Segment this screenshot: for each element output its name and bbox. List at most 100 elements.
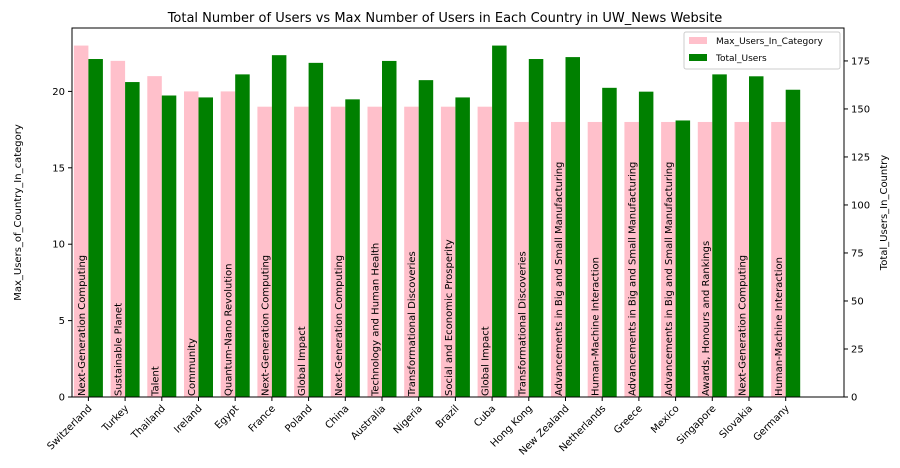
bar-total-users — [455, 97, 470, 398]
bar-max-users — [477, 106, 493, 397]
bar-category-label: Human-Machine Interaction — [591, 257, 602, 396]
y-tick-label-right: 100 — [851, 200, 870, 211]
bar-total-users — [785, 89, 801, 397]
y-tick-label-left: 5 — [59, 316, 65, 327]
bar-category-label: Human-Machine Interaction — [774, 257, 785, 396]
y-axis-label-left: Max_Users_of_Country_In_category — [13, 124, 24, 301]
bar-total-users — [749, 76, 764, 397]
bar-total-users — [308, 62, 324, 398]
bar-category-label: Social and Economic Prosperity — [444, 239, 455, 396]
x-tick-label: Brazil — [434, 403, 462, 431]
x-tick-label: Turkey — [100, 403, 132, 435]
x-tick-label: Slovakia — [718, 403, 755, 440]
bar-category-labels: Next-Generation Computing Sustainable Pla… — [77, 162, 785, 397]
x-tick-label: Thailand — [129, 403, 168, 442]
bar-category-label: Talent — [150, 366, 161, 397]
bar-category-label: Quantum-Nano Revolution — [224, 264, 235, 397]
bar-max-users — [551, 121, 566, 398]
x-tick-label: Mexico — [649, 403, 681, 435]
right-axis: 0 25 50 75 100 125 150 175 — [844, 56, 870, 404]
bar-max-users — [220, 91, 236, 397]
x-tick-label: Egypt — [213, 403, 241, 431]
bar-max-users — [771, 121, 786, 398]
bar-category-label: Advancements in Big and Small Manufactur… — [664, 162, 675, 396]
legend-swatch-total-users — [689, 54, 707, 61]
bar-category-label: Transformational Discoveries — [407, 251, 418, 397]
legend: Max_Users_In_Category Total_Users — [683, 31, 841, 70]
bar-max-users — [440, 106, 456, 397]
bar-max-users — [514, 121, 529, 398]
bar-max-users — [367, 106, 382, 397]
left-axis: 0 5 10 15 20 — [52, 87, 72, 404]
bar-category-label: Sustainable Planet — [114, 303, 125, 396]
y-tick-label-right: 75 — [851, 248, 864, 259]
bar-max-users — [661, 121, 676, 398]
y-tick-label-right: 25 — [851, 344, 864, 355]
bar-category-label: Next-Generation Computing — [77, 255, 88, 396]
x-tick-label: Cuba — [472, 403, 498, 429]
x-tick-label: Greece — [612, 403, 645, 436]
bar-total-users — [712, 74, 727, 398]
x-tick-label: Nigeria — [392, 403, 425, 436]
y-tick-label-right: 50 — [851, 296, 864, 307]
bar-total-users — [418, 80, 434, 397]
bar-category-label: Global Impact — [481, 326, 492, 396]
bar-max-users — [587, 121, 603, 398]
bar-max-users — [257, 106, 272, 397]
bar-max-users — [110, 60, 126, 398]
bar-category-label: Next-Generation Computing — [260, 255, 271, 396]
bar-category-label: Global Impact — [297, 326, 308, 396]
x-tick-label: Singapore — [675, 403, 718, 446]
plot-bars — [73, 45, 801, 398]
y-tick-label-left: 10 — [52, 240, 65, 251]
bar-max-users — [404, 106, 419, 397]
bar-category-label: Community — [187, 338, 198, 396]
bar-max-users — [73, 45, 89, 397]
legend-swatch-max-users — [689, 37, 707, 44]
legend-label-max-users: Max_Users_In_Category — [716, 37, 823, 47]
bar-max-users — [624, 121, 639, 398]
bar-category-label: Next-Generation Computing — [738, 255, 749, 396]
bar-category-label: Transformational Discoveries — [517, 251, 528, 397]
bar-max-users — [697, 121, 713, 398]
chart-title: Total Number of Users vs Max Number of U… — [167, 11, 723, 26]
y-tick-label-left: 0 — [59, 393, 65, 404]
y-tick-label-right: 175 — [851, 56, 870, 67]
x-tick-label: Poland — [283, 403, 314, 434]
bar-total-users — [161, 95, 177, 398]
y-tick-label-left: 20 — [52, 87, 65, 98]
x-tick-label: Germany — [752, 403, 792, 443]
x-tick-label: China — [323, 403, 351, 431]
bar-category-label: Technology and Human Health — [371, 243, 382, 397]
x-tick-label: Ireland — [172, 403, 204, 435]
bar-total-users — [492, 45, 507, 397]
legend-box — [683, 31, 841, 70]
bar-total-users — [235, 74, 250, 398]
y-tick-label-right: 125 — [851, 152, 870, 163]
x-tick-label: Switzerland — [45, 403, 94, 452]
bar-max-users — [734, 121, 749, 398]
legend-label-total-users: Total_Users — [715, 54, 767, 64]
bar-total-users — [345, 99, 360, 397]
bar-max-users — [147, 76, 162, 397]
bar-total-users — [88, 59, 103, 398]
bar-category-label: Next-Generation Computing — [334, 255, 345, 396]
bar-total-users — [638, 91, 654, 397]
bar-category-label: Advancements in Big and Small Manufactur… — [627, 162, 638, 396]
bar-max-users — [294, 106, 309, 397]
y-tick-label-right: 0 — [851, 393, 857, 404]
bar-total-users — [565, 57, 580, 397]
x-tick-label: Australia — [349, 403, 388, 442]
y-tick-label-left: 15 — [52, 163, 65, 174]
y-tick-label-right: 150 — [851, 104, 870, 115]
bar-total-users — [528, 59, 544, 398]
y-axis-label-right: Total_Users_In_Country — [879, 155, 890, 271]
plot-frame — [71, 27, 845, 398]
bar-max-users — [184, 91, 199, 397]
bar-total-users — [382, 60, 397, 398]
x-tick-label: France — [247, 403, 278, 434]
bar-total-users — [198, 97, 213, 398]
bar-total-users — [602, 87, 617, 397]
